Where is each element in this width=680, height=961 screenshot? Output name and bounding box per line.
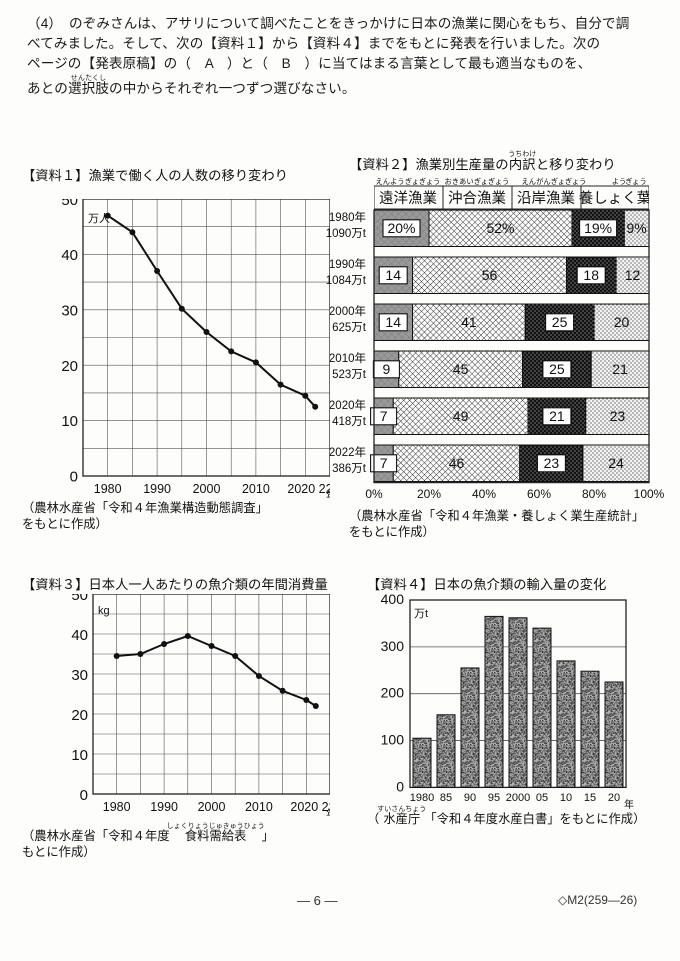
svg-text:2000: 2000 [506,792,530,804]
svg-text:400: 400 [381,591,405,607]
svg-text:20: 20 [71,707,88,724]
svg-text:30: 30 [61,302,78,319]
svg-text:625万t: 625万t [332,322,367,334]
svg-text:24: 24 [608,455,624,471]
svg-text:2020 22: 2020 22 [290,800,330,814]
svg-text:養しょく葉: 養しょく葉 [579,189,649,207]
svg-text:300: 300 [381,638,405,654]
svg-text:10: 10 [61,413,78,430]
svg-text:90: 90 [464,792,476,804]
svg-text:2000: 2000 [198,800,226,814]
svg-text:1990年: 1990年 [329,257,366,271]
svg-text:418万t: 418万t [332,416,367,428]
svg-text:05: 05 [536,792,548,804]
svg-text:年: 年 [326,489,330,499]
svg-text:おきあいぎょぎょう: おきあいぎょぎょう [445,177,510,186]
svg-text:20: 20 [61,358,78,375]
svg-text:2022年: 2022年 [329,445,366,459]
svg-text:1980: 1980 [410,792,434,804]
svg-text:40%: 40% [472,487,496,501]
svg-text:100%: 100% [634,487,665,501]
svg-text:10: 10 [560,792,572,804]
svg-text:万t: 万t [414,608,428,620]
svg-text:9%: 9% [626,220,646,236]
svg-text:2000年: 2000年 [329,304,366,318]
svg-text:30: 30 [71,667,88,684]
svg-text:41: 41 [461,314,477,330]
svg-text:1990: 1990 [150,800,178,814]
svg-text:523万t: 523万t [332,369,367,381]
svg-text:0%: 0% [365,487,383,501]
svg-text:15: 15 [584,792,596,804]
svg-text:60%: 60% [527,487,551,501]
svg-text:14: 14 [385,267,401,283]
svg-text:1980: 1980 [94,482,122,496]
svg-text:46: 46 [449,455,465,471]
svg-text:25: 25 [552,314,568,330]
svg-text:遠洋漁業: 遠洋漁業 [379,190,437,207]
svg-text:20%: 20% [417,487,441,501]
svg-text:20%: 20% [387,220,415,236]
svg-text:2010年: 2010年 [329,351,366,365]
svg-text:7: 7 [380,455,388,471]
svg-text:0: 0 [80,787,88,804]
svg-text:10: 10 [71,747,88,764]
svg-text:沖合漁業: 沖合漁業 [448,190,506,207]
svg-text:9: 9 [383,361,391,377]
svg-text:40: 40 [61,247,78,264]
svg-text:2020年: 2020年 [329,398,366,412]
svg-text:386万t: 386万t [332,463,367,475]
svg-text:2010: 2010 [242,482,270,496]
svg-text:50: 50 [71,594,88,604]
svg-text:kg: kg [98,605,110,617]
svg-text:2010: 2010 [245,800,273,814]
svg-text:23: 23 [610,408,626,424]
svg-text:えんようぎょぎょう: えんようぎょぎょう [376,177,441,186]
svg-text:14: 14 [385,314,401,330]
svg-text:80%: 80% [582,487,606,501]
svg-text:19%: 19% [584,220,612,236]
svg-text:56: 56 [482,267,498,283]
svg-text:23: 23 [544,455,560,471]
svg-text:21: 21 [612,361,628,377]
svg-text:52%: 52% [486,220,514,236]
svg-text:1090万t: 1090万t [326,228,367,240]
svg-text:2020 22: 2020 22 [287,482,330,496]
svg-text:1990: 1990 [143,482,171,496]
svg-text:40: 40 [71,627,88,644]
svg-text:85: 85 [440,792,452,804]
svg-text:200: 200 [381,685,405,701]
svg-text:20: 20 [614,314,630,330]
svg-text:1980: 1980 [103,800,131,814]
svg-text:45: 45 [453,361,469,377]
svg-text:18: 18 [583,267,599,283]
svg-text:0: 0 [396,778,404,794]
svg-text:万人: 万人 [88,212,110,225]
svg-text:95: 95 [488,792,500,804]
svg-text:25: 25 [549,361,565,377]
svg-text:50: 50 [61,199,78,209]
svg-text:21: 21 [549,408,565,424]
svg-text:1980年: 1980年 [329,210,366,224]
svg-text:1084万t: 1084万t [326,275,367,287]
svg-text:えんがんぎょぎょう: えんがんぎょぎょう [522,177,587,186]
svg-text:2000: 2000 [193,482,221,496]
svg-text:よう: よう [612,177,627,186]
svg-text:7: 7 [380,408,388,424]
svg-text:100: 100 [381,732,405,748]
svg-text:沿岸漁業: 沿岸漁業 [517,190,575,207]
svg-text:0: 0 [70,469,78,486]
svg-text:ぎょう: ぎょう [625,177,647,186]
svg-text:49: 49 [453,408,469,424]
svg-text:12: 12 [625,267,641,283]
svg-text:20: 20 [608,792,620,804]
svg-text:年: 年 [326,807,330,817]
